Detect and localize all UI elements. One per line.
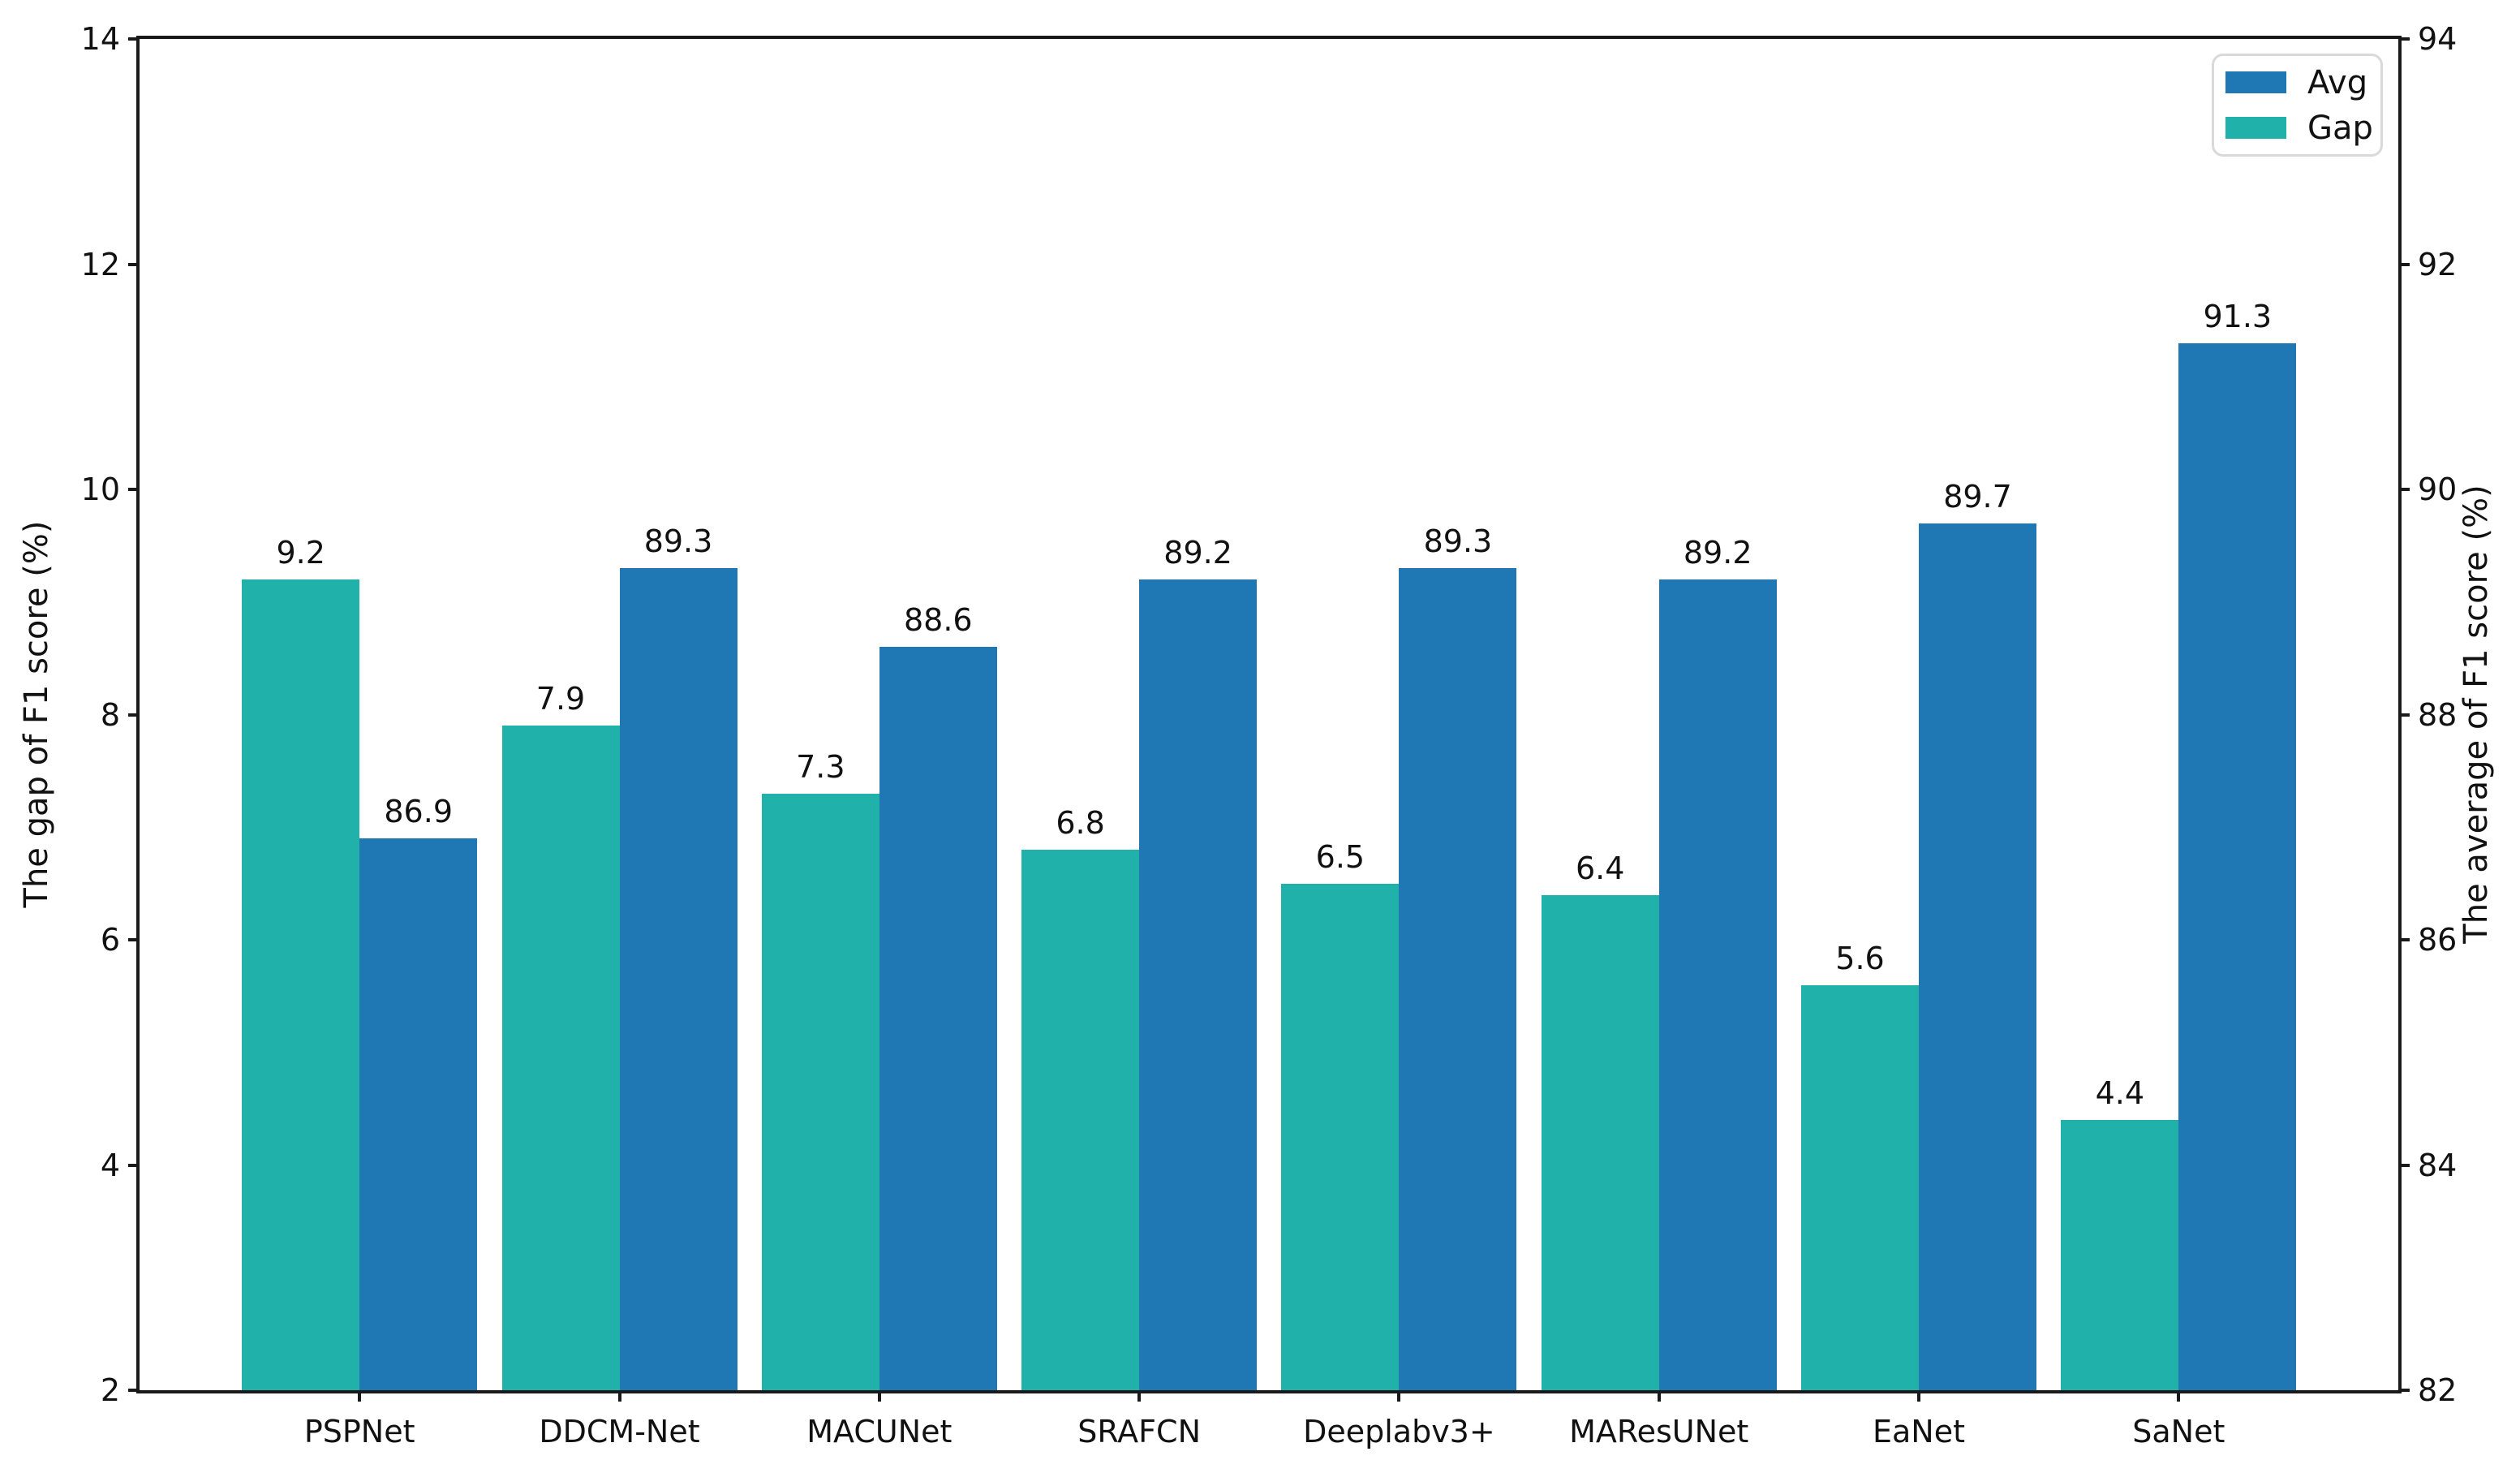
right-tick-label-90: 90 [2418,472,2458,507]
bar-avg-srafcn [1139,579,1258,1390]
gap-series-swatch [2225,117,2286,139]
right-spine [2398,36,2402,1393]
x-tick-label-srafcn: SRAFCN [1077,1414,1201,1449]
x-tick-label-pspnet: PSPNet [303,1414,415,1449]
x-tick-label-macunet: MACUNet [806,1414,953,1449]
right-tick-86 [2398,938,2410,941]
legend-entry-avg: Avg [2225,67,2369,99]
bar-gap-deeplabv3- [1281,883,1400,1390]
right-tick-92 [2398,262,2410,266]
left-tick-label-12: 12 [80,246,120,282]
bar-value-label-gap-eanet: 5.6 [1835,940,1885,976]
bar-avg-sanet [2178,342,2297,1390]
bar-avg-pspnet [359,838,478,1390]
legend-entry-gap: Gap [2225,112,2373,144]
x-tick-label-eanet: EaNet [1873,1414,1965,1449]
bar-value-label-avg-deeplabv3-: 89.3 [1423,523,1493,560]
left-axis-title: The gap of F1 score (%) [18,520,55,908]
left-tick-4 [128,1163,140,1167]
bottom-spine [136,1390,2402,1393]
bar-value-label-avg-sanet: 91.3 [2203,298,2273,334]
left-tick-10 [128,488,140,491]
bar-value-label-gap-maresunet: 6.4 [1575,850,1625,886]
bar-avg-deeplabv3- [1399,568,1517,1390]
right-tick-label-84: 84 [2418,1147,2458,1183]
x-tick-label-maresunet: MAResUNet [1569,1414,1749,1449]
x-tick-ddcm-net [617,1390,621,1402]
bar-gap-srafcn [1021,850,1140,1390]
left-tick-6 [128,938,140,941]
right-tick-88 [2398,713,2410,717]
bar-value-label-avg-macunet: 88.6 [903,602,973,639]
x-tick-pspnet [358,1390,362,1402]
right-tick-84 [2398,1163,2410,1167]
left-tick-label-10: 10 [80,472,120,507]
bar-gap-macunet [761,793,879,1390]
left-tick-label-8: 8 [100,696,120,733]
bar-gap-ddcm-net [501,726,620,1390]
bar-value-label-gap-sanet: 4.4 [2095,1075,2145,1111]
bar-gap-sanet [2061,1120,2179,1390]
left-spine [136,36,140,1393]
left-tick-label-4: 4 [100,1147,120,1183]
x-tick-label-sanet: SaNet [2132,1414,2225,1449]
bar-value-label-avg-srafcn: 89.2 [1163,535,1232,571]
x-tick-deeplabv3- [1397,1390,1401,1402]
left-tick-12 [128,262,140,266]
bar-gap-maresunet [1541,894,1659,1390]
bar-value-label-avg-maresunet: 89.2 [1683,535,1752,571]
bar-value-label-avg-eanet: 89.7 [1943,478,2012,515]
right-axis-title: The average of F1 score (%) [2458,485,2495,944]
right-tick-label-88: 88 [2418,696,2458,733]
bar-gap-pspnet [242,579,360,1390]
right-tick-label-92: 92 [2418,246,2458,282]
x-tick-label-ddcm-net: DDCM-Net [539,1414,700,1449]
bar-gap-eanet [1801,984,1919,1390]
x-tick-macunet [877,1390,881,1402]
left-tick-8 [128,713,140,717]
left-tick-label-6: 6 [100,922,120,958]
x-tick-eanet [1917,1390,1920,1402]
avg-series-swatch [2225,71,2286,93]
bar-avg-eanet [1919,523,2036,1390]
right-tick-label-94: 94 [2418,21,2458,57]
bar-value-label-gap-ddcm-net: 7.9 [535,681,586,717]
bar-avg-maresunet [1658,579,1777,1390]
left-tick-14 [128,37,140,41]
x-tick-srafcn [1137,1390,1142,1402]
right-tick-label-82: 82 [2418,1372,2458,1408]
bar-avg-ddcm-net [619,568,738,1390]
right-tick-94 [2398,37,2410,41]
x-tick-label-deeplabv3-: Deeplabv3+ [1303,1414,1495,1449]
legend-label-avg: Avg [2307,63,2368,101]
legend: Avg Gap [2212,54,2383,157]
x-tick-sanet [2177,1390,2181,1402]
left-tick-label-2: 2 [100,1372,120,1408]
bar-value-label-gap-pspnet: 9.2 [276,535,325,571]
right-tick-82 [2398,1389,2410,1392]
top-spine [136,36,2402,39]
bar-value-label-gap-srafcn: 6.8 [1056,805,1105,841]
bar-avg-macunet [879,647,997,1390]
left-tick-label-14: 14 [80,21,120,57]
bar-value-label-avg-ddcm-net: 89.3 [643,523,713,560]
left-tick-2 [128,1389,140,1392]
right-tick-90 [2398,488,2410,491]
right-tick-label-86: 86 [2418,922,2458,958]
bar-value-label-gap-deeplabv3-: 6.5 [1315,838,1365,875]
x-tick-maresunet [1657,1390,1661,1402]
bar-value-label-gap-macunet: 7.3 [796,748,845,785]
bar-value-label-avg-pspnet: 86.9 [384,794,453,830]
legend-label-gap: Gap [2307,109,2373,147]
